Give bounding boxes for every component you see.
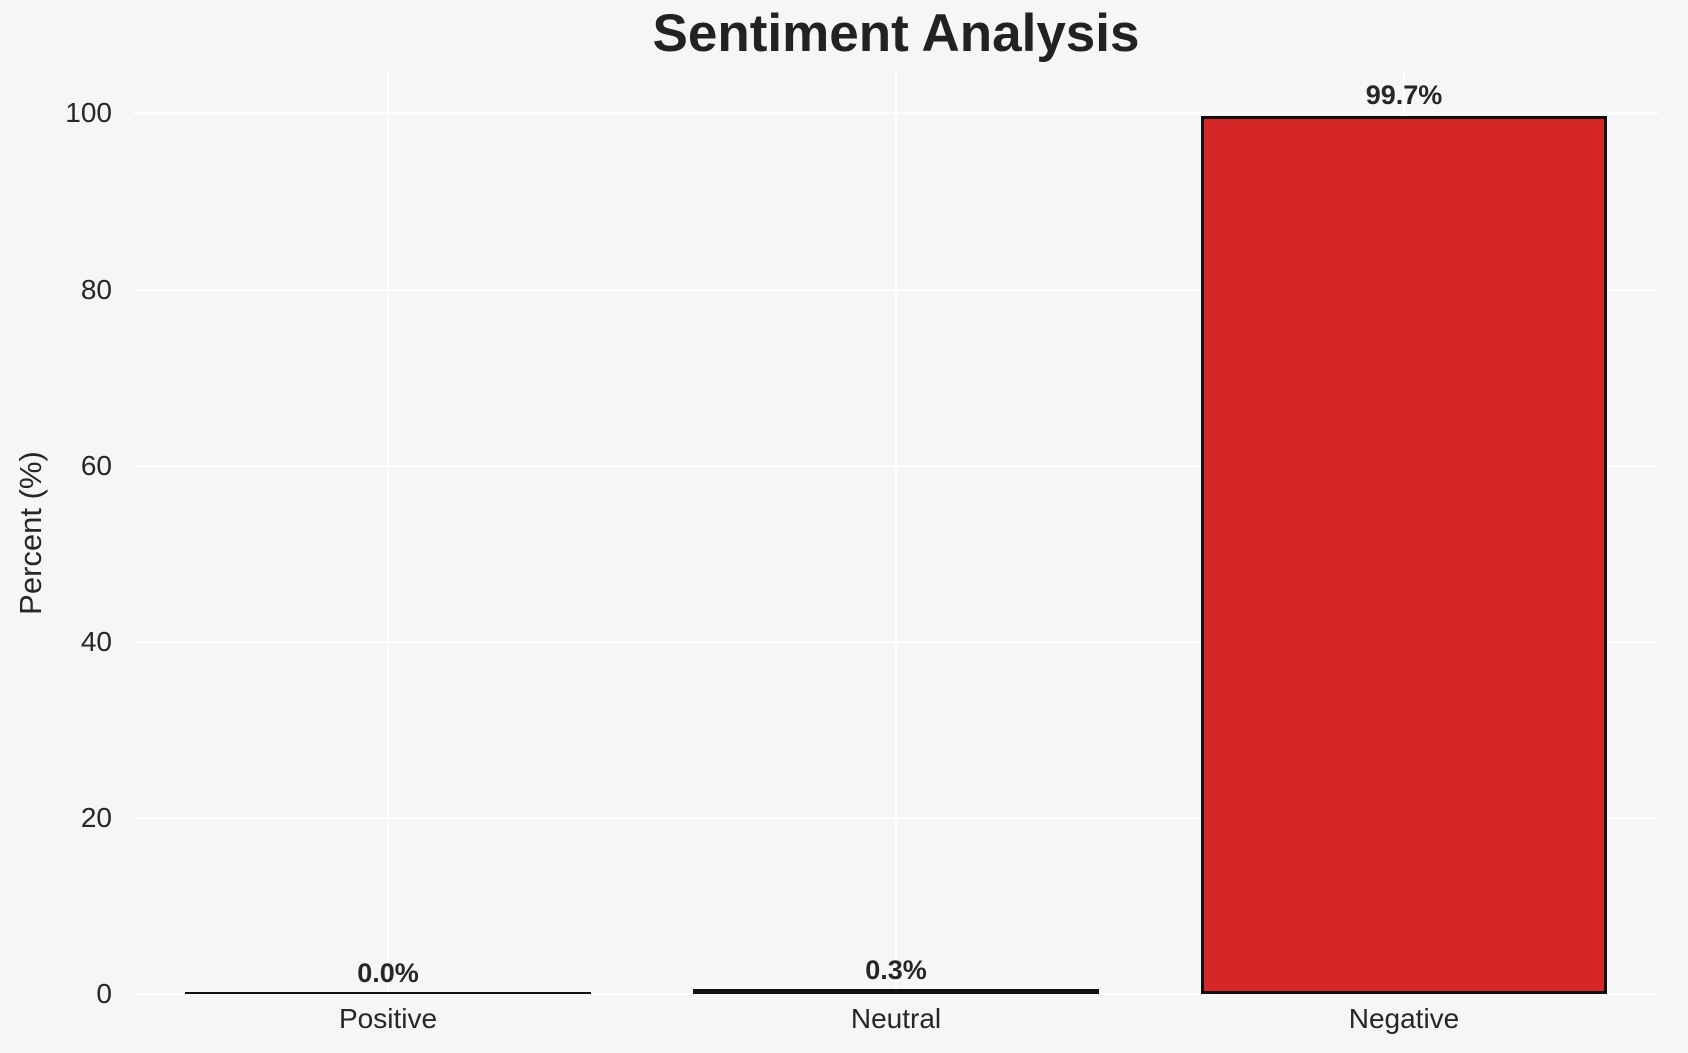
x-tick-label-positive: Positive — [338, 1003, 438, 1034]
value-label-neutral: 0.3% — [865, 955, 927, 986]
x-axis-ticks: Positive Neutral Negative — [134, 1003, 1658, 1044]
x-tick-label-negative: Negative — [1348, 1003, 1460, 1034]
gridline-horizontal — [134, 993, 1658, 995]
y-tick-label: 40 — [80, 625, 112, 657]
plot-area: 0.0% 0.3% 99.7% — [134, 72, 1658, 995]
y-tick-label: 100 — [65, 97, 112, 129]
gridline-vertical — [895, 72, 897, 994]
gridline-vertical — [386, 72, 389, 994]
y-tick-label: 0 — [96, 978, 112, 1009]
y-tick-label: 80 — [80, 273, 112, 305]
y-tick-label: 60 — [80, 449, 112, 481]
y-tick-label: 20 — [80, 801, 112, 833]
bar-neutral — [692, 988, 1100, 994]
bar-positive — [184, 991, 592, 994]
value-label-negative: 99.7% — [1365, 80, 1443, 111]
chart-title: Sentiment Analysis — [652, 4, 1140, 63]
x-tick-label-neutral: Neutral — [850, 1003, 942, 1034]
y-axis-ticks: 0 20 40 60 80 100 — [0, 72, 112, 1008]
bar-negative — [1200, 116, 1608, 994]
value-label-positive: 0.0% — [357, 958, 419, 988]
